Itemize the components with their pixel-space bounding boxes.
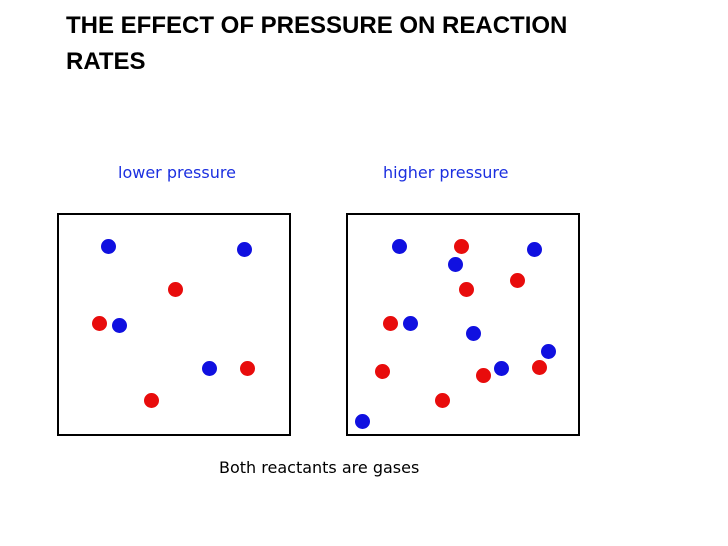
red-particle <box>144 393 159 408</box>
blue-particle <box>237 242 252 257</box>
red-particle <box>168 282 183 297</box>
red-particle <box>435 393 450 408</box>
blue-particle <box>101 239 116 254</box>
higher-pressure-label: higher pressure <box>383 163 509 182</box>
lower-pressure-box <box>57 213 291 436</box>
blue-particle <box>403 316 418 331</box>
blue-particle <box>527 242 542 257</box>
blue-particle <box>448 257 463 272</box>
red-particle <box>92 316 107 331</box>
caption: Both reactants are gases <box>219 458 420 477</box>
blue-particle <box>202 361 217 376</box>
red-particle <box>240 361 255 376</box>
blue-particle <box>541 344 556 359</box>
red-particle <box>476 368 491 383</box>
slide-title: THE EFFECT OF PRESSURE ON REACTION RATES <box>66 12 568 75</box>
blue-particle <box>392 239 407 254</box>
blue-particle <box>494 361 509 376</box>
red-particle <box>383 316 398 331</box>
red-particle <box>510 273 525 288</box>
higher-pressure-box <box>346 213 580 436</box>
lower-pressure-label: lower pressure <box>118 163 236 182</box>
red-particle <box>375 364 390 379</box>
blue-particle <box>112 318 127 333</box>
red-particle <box>532 360 547 375</box>
blue-particle <box>466 326 481 341</box>
red-particle <box>454 239 469 254</box>
blue-particle <box>355 414 370 429</box>
red-particle <box>459 282 474 297</box>
